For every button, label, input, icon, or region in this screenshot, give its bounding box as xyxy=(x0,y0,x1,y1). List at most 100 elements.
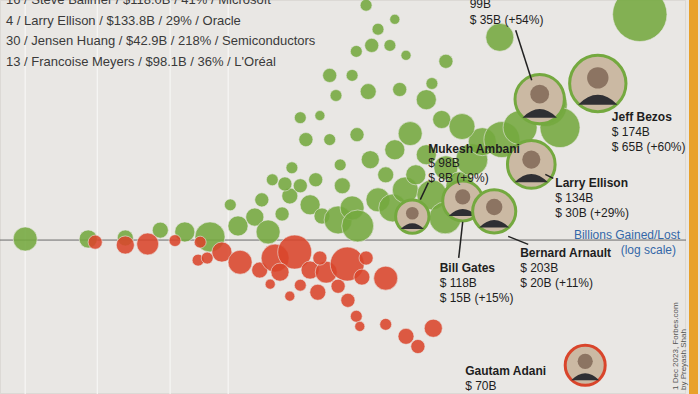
leader-line xyxy=(508,236,528,244)
person-name: Jeff Bezos xyxy=(612,110,672,124)
person-gain: $ 20B (+11%) xyxy=(520,276,593,290)
bubble xyxy=(380,318,392,330)
person-worth: $ 98B xyxy=(428,156,459,170)
bubble xyxy=(449,114,475,140)
photo-body xyxy=(515,174,548,182)
bubble xyxy=(350,128,364,142)
leader-line xyxy=(545,174,553,178)
bubble xyxy=(293,179,307,193)
person-photo xyxy=(565,345,605,385)
bubble xyxy=(355,321,365,331)
bubble xyxy=(299,133,313,147)
person-name: Larry Ellison xyxy=(555,176,628,190)
photo-body xyxy=(522,109,557,118)
bubble xyxy=(361,151,379,169)
bubble xyxy=(486,23,514,51)
photo xyxy=(473,190,516,233)
bubble xyxy=(385,140,405,160)
photo-head xyxy=(486,199,502,215)
bubble xyxy=(341,293,355,307)
bubble xyxy=(334,178,350,194)
person-name: Mukesh Ambani xyxy=(428,142,520,156)
photo-body xyxy=(401,223,424,229)
person-photo xyxy=(515,74,564,123)
bubble xyxy=(378,167,394,183)
bubble xyxy=(224,199,236,211)
photo-head xyxy=(578,354,593,369)
background xyxy=(0,0,700,394)
bubble xyxy=(354,269,370,285)
person-worth: $ 70B xyxy=(465,379,496,393)
person-worth: $ 203B xyxy=(520,261,558,275)
bubble xyxy=(324,134,336,146)
plot-frame xyxy=(1,1,686,394)
photo xyxy=(565,345,605,385)
photo-head xyxy=(522,151,540,169)
bubble xyxy=(398,328,414,344)
bubble xyxy=(350,310,362,322)
bubble xyxy=(309,173,323,187)
bubble xyxy=(350,45,362,57)
bubble xyxy=(169,235,181,247)
bubble xyxy=(406,165,426,185)
bubble xyxy=(346,69,358,81)
bubble xyxy=(365,38,379,52)
bubble xyxy=(266,174,278,186)
bubble xyxy=(334,159,346,171)
person-photo xyxy=(473,190,516,233)
chart: 16 / Steve Ballmer / $118.0B / 41% / Mic… xyxy=(0,0,700,394)
bubble xyxy=(256,220,280,244)
photo xyxy=(515,74,564,123)
bubble xyxy=(330,90,342,102)
bubble xyxy=(424,319,442,337)
person-gain: $ 15B (+15%) xyxy=(440,291,514,305)
photo-head xyxy=(587,67,608,88)
bubble xyxy=(401,50,411,60)
person-worth: 99B xyxy=(470,0,491,11)
person-worth: $ 118B xyxy=(440,276,477,290)
plot-area xyxy=(0,0,686,385)
bubble xyxy=(313,251,327,265)
bubble xyxy=(265,279,275,289)
header-line: 13 / Francoise Meyers / $98.1B / 36% / L… xyxy=(6,54,276,69)
photo-body xyxy=(479,220,509,228)
bubble xyxy=(390,14,400,24)
bubble xyxy=(342,210,374,242)
bubble xyxy=(374,266,398,290)
bubble xyxy=(323,68,337,82)
photo-head xyxy=(530,85,549,104)
bubble xyxy=(372,23,384,35)
bubble xyxy=(271,263,289,281)
photo-head xyxy=(455,189,470,204)
leader-line xyxy=(420,183,428,200)
header-line: 16 / Steve Ballmer / $118.0B / 41% / Mic… xyxy=(6,0,271,7)
bubble xyxy=(384,39,396,51)
photo-head xyxy=(406,207,419,220)
person-photo xyxy=(570,55,626,111)
photo xyxy=(396,200,429,233)
bubble xyxy=(278,177,292,191)
bubble xyxy=(315,111,325,121)
person-gain: $ 8B (+9%) xyxy=(428,171,488,185)
size-label: (log scale) xyxy=(621,243,676,257)
bubble xyxy=(255,193,269,207)
bubble xyxy=(331,279,345,293)
person-name: Bill Gates xyxy=(440,261,496,275)
bubble xyxy=(310,284,326,300)
bubble xyxy=(294,279,306,291)
bubble xyxy=(294,112,306,124)
bubble xyxy=(286,162,298,174)
bubble xyxy=(411,339,425,353)
bubble xyxy=(359,251,373,265)
size-label: Billions Gained/Lost xyxy=(574,228,681,242)
bubble xyxy=(116,236,134,254)
bubble xyxy=(201,252,213,264)
bubble xyxy=(426,78,438,90)
header-line: 30 / Jensen Huang / $42.9B / 218% / Semi… xyxy=(6,33,316,48)
person-gain: $ 30B (+29%) xyxy=(555,206,629,220)
leader-line xyxy=(516,30,532,80)
bubble xyxy=(416,90,436,110)
bubble xyxy=(360,84,376,100)
person-gain: $ 35B (+54%) xyxy=(470,13,544,27)
person-photo xyxy=(396,200,429,233)
